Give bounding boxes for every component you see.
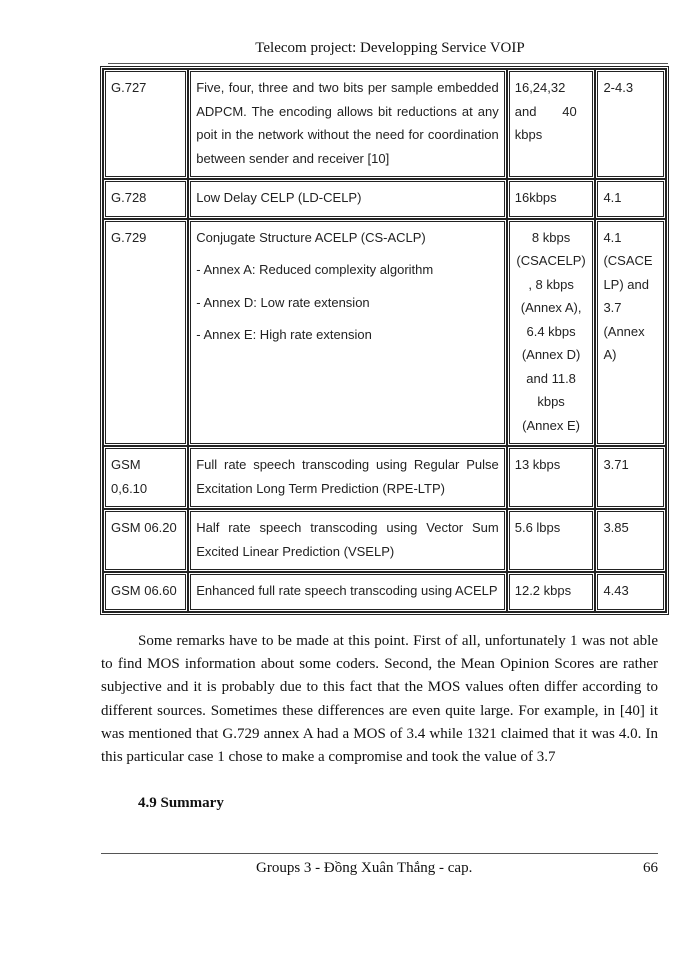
description-cell: Low Delay CELP (LD-CELP) bbox=[188, 179, 507, 219]
page-number: 66 bbox=[643, 860, 658, 876]
codec-cell: G.727 bbox=[103, 69, 189, 179]
annex-item: - Annex E: High rate extension bbox=[196, 327, 372, 342]
description-cell: Five, four, three and two bits per sampl… bbox=[188, 69, 507, 179]
mos-cell: 4.1 (CSACE LP) and 3.7 (Annex A) bbox=[595, 218, 666, 446]
section-heading: 4.9 Summary bbox=[138, 795, 224, 811]
header-rule bbox=[108, 63, 668, 64]
annex-item: - Annex A: Reduced complexity algorithm bbox=[196, 262, 434, 277]
body-paragraph: Some remarks have to be made at this poi… bbox=[101, 633, 658, 766]
bitrate-cell: 5.6 lbps bbox=[506, 509, 596, 572]
table-row: G.728 Low Delay CELP (LD-CELP) 16kbps 4.… bbox=[103, 179, 666, 219]
codec-cell: G.729 bbox=[103, 218, 189, 446]
table-row: G.727 Five, four, three and two bits per… bbox=[103, 69, 666, 179]
description-cell: Full rate speech transcoding using Regul… bbox=[188, 446, 507, 509]
codec-cell: G.728 bbox=[103, 179, 189, 219]
page-header: Telecom project: Developping Service VOI… bbox=[255, 40, 525, 56]
description-cell: Half rate speech transcoding using Vecto… bbox=[188, 509, 507, 572]
description-cell: Enhanced full rate speech transcoding us… bbox=[188, 572, 507, 612]
description-cell: Conjugate Structure ACELP (CS-ACLP) - An… bbox=[188, 218, 507, 446]
table-row: GSM 0,6.10 Full rate speech transcoding … bbox=[103, 446, 666, 509]
bitrate-cell: 16kbps bbox=[506, 179, 596, 219]
bitrate-cell: 16,24,32 and 40 kbps bbox=[506, 69, 596, 179]
bitrate-text: 16,24,32 and 40 kbps bbox=[514, 80, 577, 142]
bitrate-cell: 12.2 kbps bbox=[506, 572, 596, 612]
codec-cell: GSM 06.60 bbox=[103, 572, 189, 612]
annex-item: - Annex D: Low rate extension bbox=[196, 294, 370, 310]
codec-table: G.727 Five, four, three and two bits per… bbox=[100, 66, 669, 615]
footer-group: Groups 3 - Đồng Xuân Thắng - cap. bbox=[256, 860, 473, 876]
bitrate-cell: 8 kbps (CSACELP) , 8 kbps (Annex A), 6.4… bbox=[506, 218, 596, 446]
mos-cell: 4.43 bbox=[595, 572, 666, 612]
footer-rule bbox=[101, 853, 658, 854]
mos-cell: 3.71 bbox=[595, 446, 666, 509]
bitrate-cell: 13 kbps bbox=[506, 446, 596, 509]
mos-cell: 4.1 bbox=[595, 179, 666, 219]
mos-cell: 2-4.3 bbox=[595, 69, 666, 179]
description-text: Conjugate Structure ACELP (CS-ACLP) bbox=[196, 229, 426, 245]
mos-cell: 3.85 bbox=[595, 509, 666, 572]
table-row: GSM 06.60 Enhanced full rate speech tran… bbox=[103, 572, 666, 612]
codec-cell: GSM 0,6.10 bbox=[103, 446, 189, 509]
table-row: G.729 Conjugate Structure ACELP (CS-ACLP… bbox=[103, 218, 666, 446]
table-row: GSM 06.20 Half rate speech transcoding u… bbox=[103, 509, 666, 572]
codec-cell: GSM 06.20 bbox=[103, 509, 189, 572]
